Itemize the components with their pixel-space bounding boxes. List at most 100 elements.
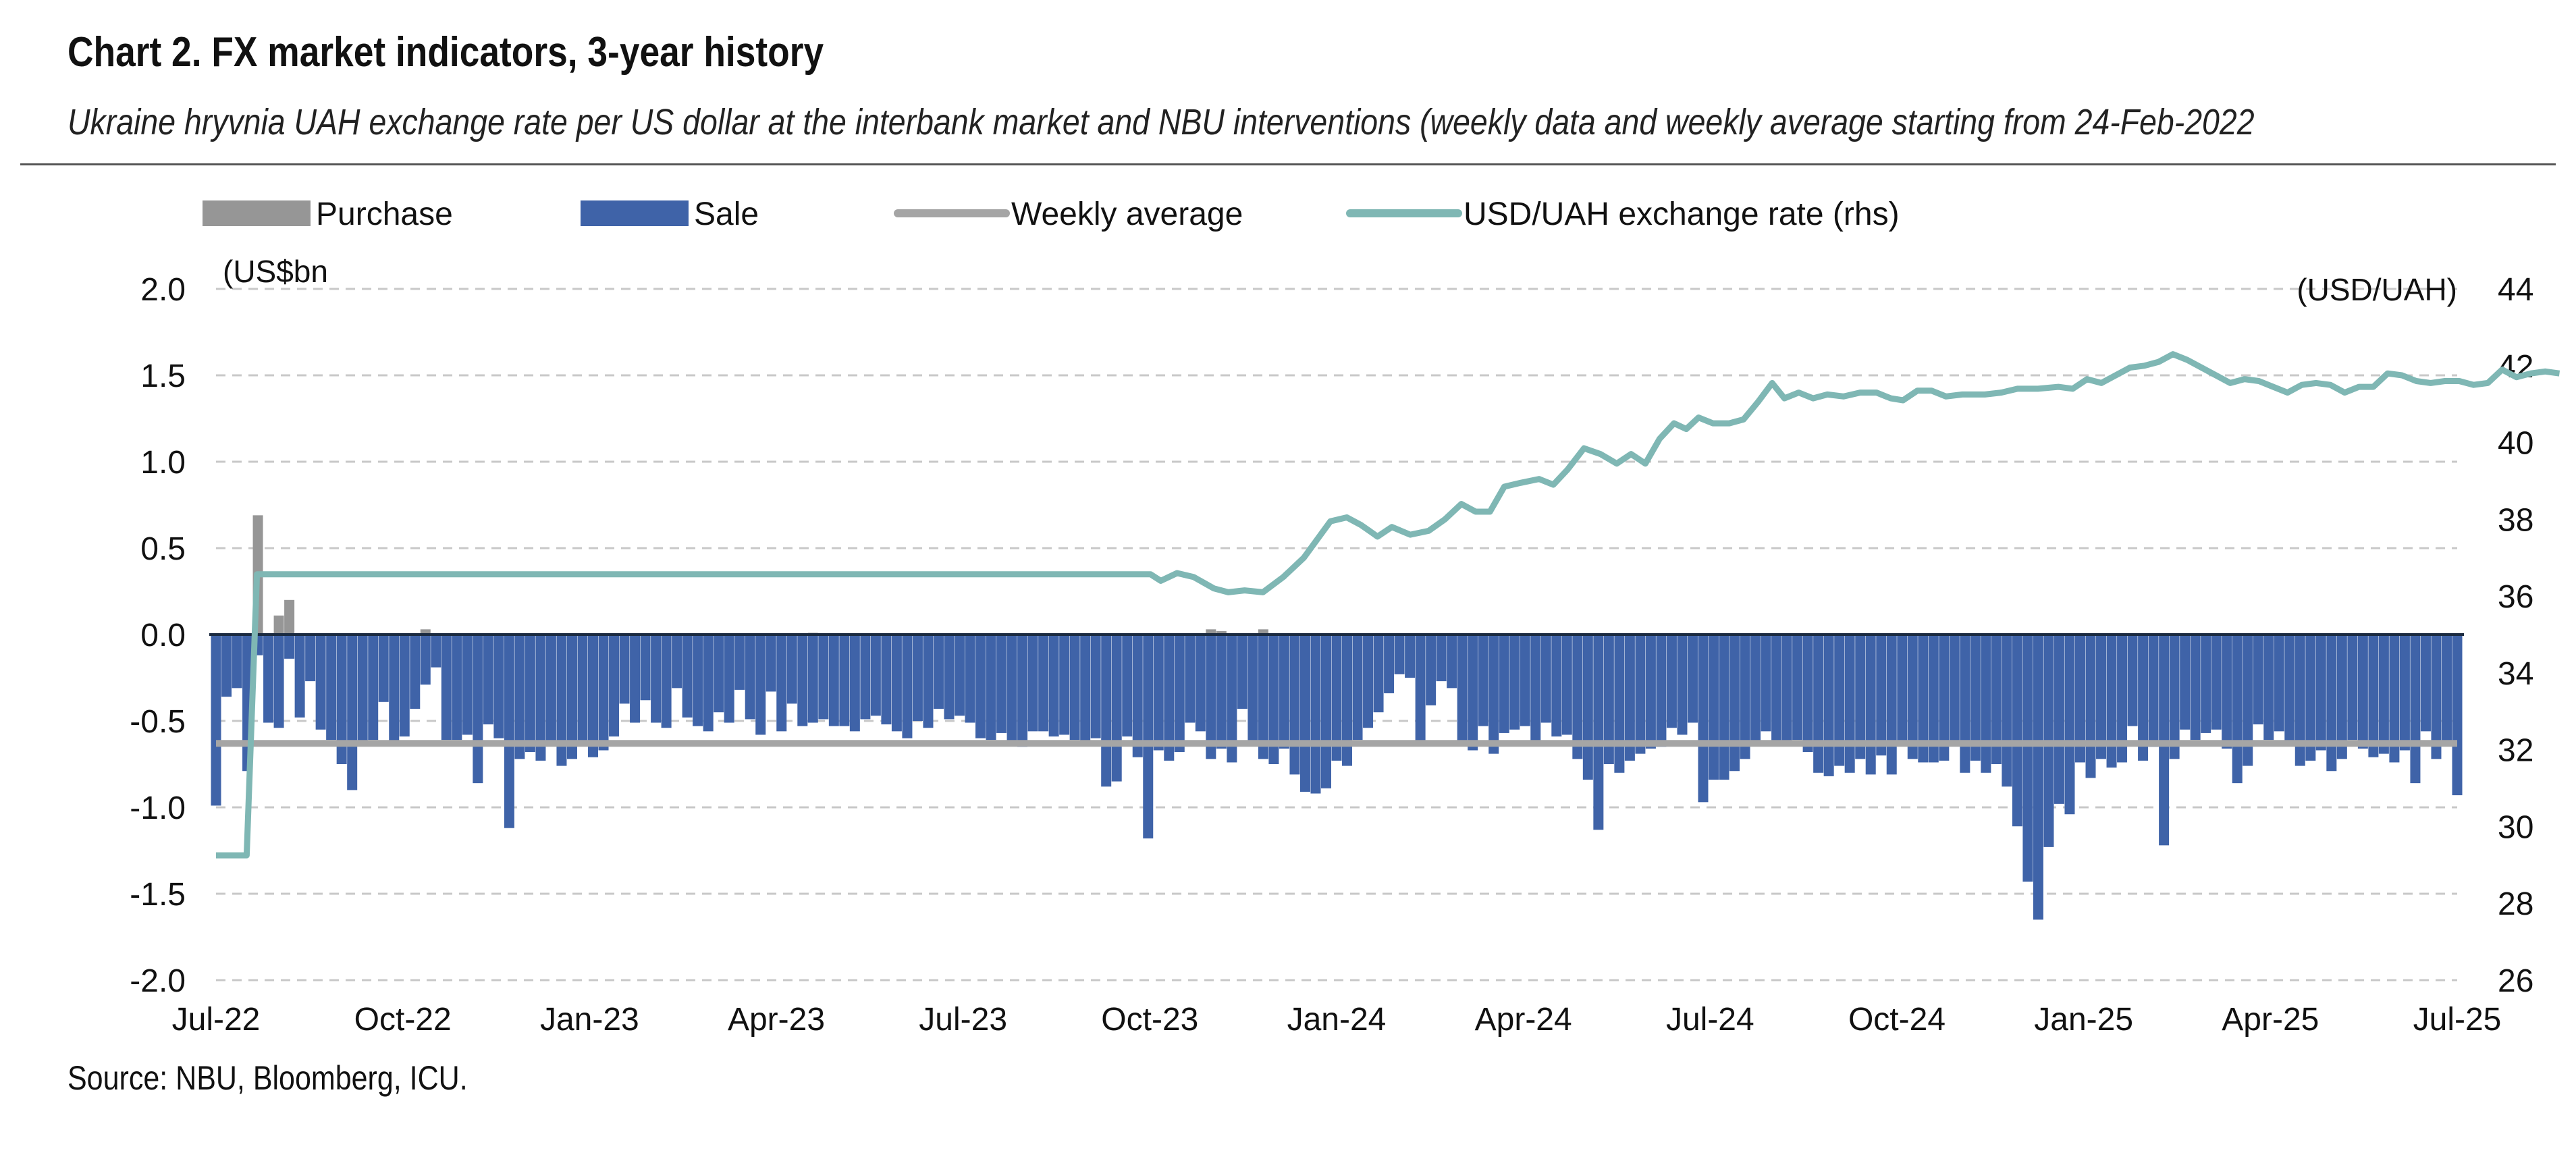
sale-bar [493, 635, 504, 738]
sale-bar [1614, 635, 1625, 773]
sale-bar [1740, 635, 1750, 759]
sale-bar [1007, 635, 1017, 742]
sale-bar [1258, 635, 1268, 759]
source-note: Source: NBU, Bloomberg, ICU. [68, 1059, 468, 1097]
sale-bar [2326, 635, 2337, 772]
left-tick-label: 1.5 [140, 358, 186, 394]
x-tick-label: Oct-23 [1101, 1002, 1198, 1038]
left-tick-label: -0.5 [130, 704, 186, 740]
sale-bar [2117, 635, 2128, 763]
sale-bar [1216, 635, 1227, 749]
sale-bar [1855, 635, 1866, 759]
legend-label-purchase: Purchase [316, 196, 453, 232]
sale-bar [1268, 635, 1279, 764]
sale-bar [1729, 635, 1740, 772]
sale-bar [305, 635, 316, 682]
sale-bar [545, 635, 556, 745]
sale-bar [2284, 635, 2295, 744]
right-tick-label: 30 [2498, 809, 2533, 845]
sale-bar [923, 635, 934, 728]
sale-bar [1069, 635, 1080, 741]
sale-bar [734, 635, 745, 690]
sale-bar [294, 635, 305, 718]
sale-bar [1897, 635, 1908, 744]
left-tick-label: 0.0 [140, 618, 186, 653]
title-divider [20, 163, 2556, 165]
sale-bar [1017, 635, 1028, 747]
sale-bar [2169, 635, 2180, 759]
left-tick-label: 1.0 [140, 445, 186, 481]
sale-bar [1164, 635, 1175, 761]
chart-subtitle: Ukraine hryvnia UAH exchange rate per US… [68, 102, 2255, 142]
sale-bar [1384, 635, 1395, 694]
sale-bar [2054, 635, 2064, 804]
sale-bar [2441, 635, 2452, 745]
sale-bar [1090, 635, 1101, 738]
sale-bar [1886, 635, 1897, 775]
sale-bar [420, 635, 431, 685]
x-tick-label: Jul-24 [1666, 1002, 1754, 1038]
sale-bar [755, 635, 766, 735]
sale-bar [1635, 635, 1646, 754]
left-axis-unit: (US$bn [223, 254, 328, 289]
sale-bar [2336, 635, 2347, 759]
sale-bar [1227, 635, 1237, 763]
sale-bar [1960, 635, 1970, 773]
sale-bar [651, 635, 662, 723]
sale-bar [661, 635, 672, 728]
sale-bar [1027, 635, 1038, 732]
sale-bar [1447, 635, 1457, 689]
sale-bar [786, 635, 797, 704]
sale-bar [2106, 635, 2117, 768]
x-tick-label: Jul-25 [2413, 1002, 2502, 1038]
sale-bar [462, 635, 473, 735]
sale-bar [2399, 635, 2410, 751]
sale-bar [881, 635, 892, 725]
sale-bar [2159, 635, 2170, 846]
right-tick-label: 34 [2498, 656, 2533, 692]
x-tick-label: Jan-24 [1287, 1002, 1387, 1038]
sale-bar [1509, 635, 1520, 730]
sale-bar [263, 635, 274, 723]
sale-bar [315, 635, 326, 730]
sale-bar [870, 635, 881, 716]
sale-bar [1363, 635, 1374, 728]
sale-bar [347, 635, 358, 790]
sale-bar [336, 635, 347, 764]
sale-bar [2201, 635, 2211, 733]
sale-bar [368, 635, 379, 741]
sale-bar [2305, 635, 2316, 761]
sale-bar [452, 635, 462, 741]
sale-bar [714, 635, 724, 713]
sale-bar [1603, 635, 1614, 764]
sale-bar [1279, 635, 1289, 749]
right-tick-label: 36 [2498, 579, 2533, 615]
left-axis: 2.0 1.5 1.0 0.5 0.0 -0.5 -1.0 -1.5 -2.0 (US$bn [130, 254, 328, 999]
sale-bar [797, 635, 808, 726]
right-tick-label: 44 [2498, 272, 2533, 308]
sale-bar [2148, 635, 2159, 747]
sale-bar [2378, 635, 2389, 754]
legend-label-weekly_average: Weekly average [1011, 196, 1243, 232]
sale-bar [2263, 635, 2274, 741]
sale-bar [1907, 635, 1918, 759]
sale-bar [2085, 635, 2096, 778]
sale-bar [1237, 635, 1247, 709]
sale-bar [2315, 635, 2326, 751]
sale-bar [232, 635, 242, 689]
legend: Purchase Sale Weekly average USD/UAH exchan… [203, 196, 1900, 232]
exchange-rate-line [216, 351, 2560, 859]
sale-bar [933, 635, 944, 709]
x-tick-label: Apr-24 [1475, 1002, 1572, 1038]
sale-bar [1436, 635, 1447, 682]
sale-bar [1561, 635, 1572, 735]
left-tick-label: -1.5 [130, 877, 186, 913]
sale-bar [1101, 635, 1112, 787]
sale-bar [1320, 635, 1331, 788]
purchase-bar [1216, 630, 1227, 635]
sale-bar [1792, 635, 1803, 741]
left-tick-label: 0.5 [140, 531, 186, 567]
sale-bar [410, 635, 421, 709]
sale-bar [399, 635, 410, 737]
sale-bar [2074, 635, 2085, 763]
